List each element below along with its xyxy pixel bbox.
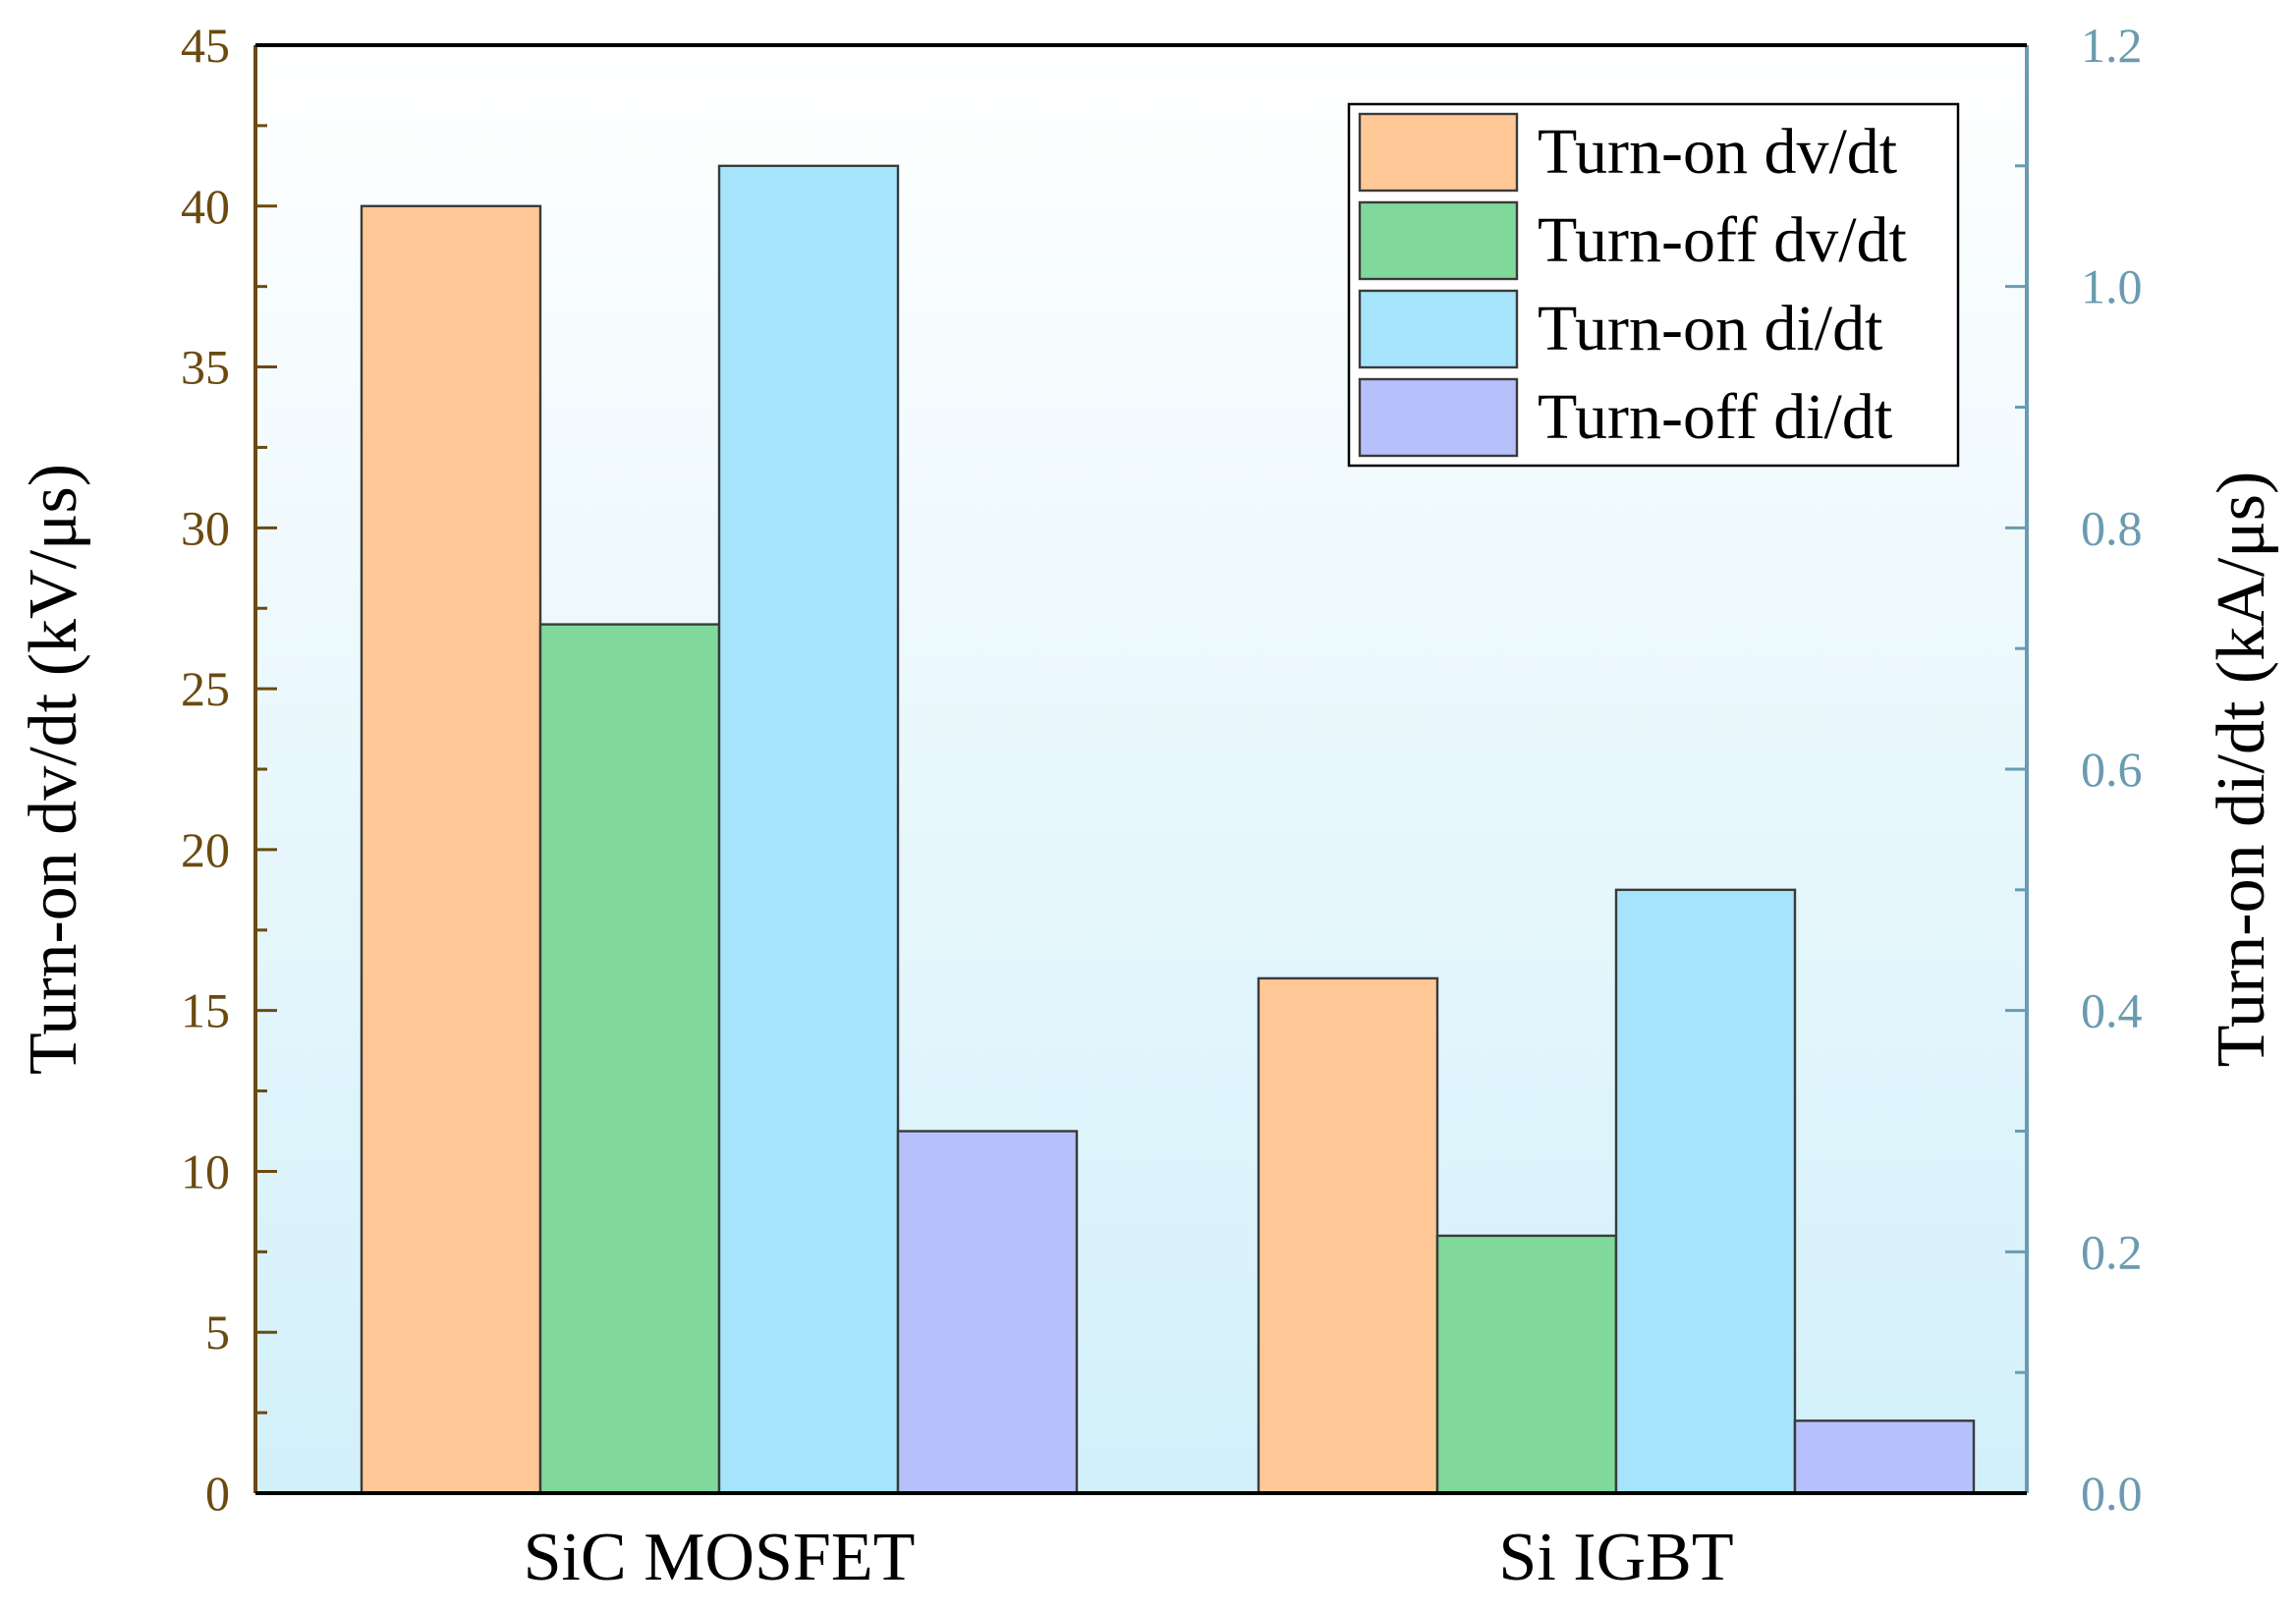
left-tick-label: 10	[181, 1143, 230, 1198]
left-tick-label: 15	[181, 983, 230, 1038]
bar-turn-off-dv-dt-sic-mosfet	[538, 623, 721, 1495]
legend-swatch	[1358, 377, 1519, 458]
left-tick-label: 40	[181, 179, 230, 234]
right-tick-label: 0.6	[2081, 742, 2143, 797]
legend-label: Turn-off dv/dt	[1538, 204, 1907, 276]
legend-swatch	[1358, 289, 1519, 369]
axes-group: 0 5 10 15 20 25 30 35 40 45 0.0 0.2 0.4 0.6 0.8 1.0 1.2 S…	[16, 18, 2279, 1595]
bar-rect	[896, 1130, 1079, 1495]
right-tick-label: 0.2	[2081, 1224, 2143, 1279]
bar-turn-on-di-dt-si-igbt	[1614, 888, 1797, 1495]
legend-label: Turn-on di/dt	[1538, 293, 1882, 364]
bar-rect	[1793, 1419, 1976, 1495]
bar-rect	[717, 164, 900, 1495]
left-tick-label: 35	[181, 340, 230, 395]
bar-turn-off-di-dt-sic-mosfet	[896, 1130, 1079, 1495]
left-tick-label: 0	[205, 1466, 230, 1521]
bar-rect	[1614, 888, 1797, 1495]
bar-rect	[1257, 976, 1439, 1495]
bars-group	[360, 164, 1976, 1495]
right-tick-label: 0.8	[2081, 500, 2143, 555]
right-tick-label: 1.0	[2081, 259, 2143, 314]
left-tick-label: 5	[205, 1305, 230, 1360]
y-axis-title-right: Turn-on di/dt (kA/μs)	[2204, 472, 2279, 1068]
legend-label: Turn-on dv/dt	[1538, 116, 1897, 188]
bar-rect	[360, 204, 542, 1495]
left-tick-label: 25	[181, 661, 230, 716]
y-axis-title-left: Turn-on dv/dt (kV/μs)	[16, 464, 91, 1075]
right-tick-label: 1.2	[2081, 18, 2143, 73]
left-tick-label: 45	[181, 18, 230, 73]
bar-turn-off-dv-dt-si-igbt	[1435, 1234, 1618, 1495]
legend-swatch	[1358, 200, 1519, 281]
bar-turn-on-dv-dt-sic-mosfet	[360, 204, 542, 1495]
right-tick-label: 0.0	[2081, 1466, 2143, 1521]
x-category-label: Si IGBT	[1498, 1520, 1733, 1595]
bar-turn-on-di-dt-sic-mosfet	[717, 164, 900, 1495]
legend-swatch	[1358, 112, 1519, 193]
left-tick-label: 30	[181, 500, 230, 555]
legend: Turn-on dv/dt Turn-off dv/dt Turn-on di/dt…	[1347, 102, 1960, 468]
left-tick-label: 20	[181, 822, 230, 877]
right-tick-label: 0.4	[2081, 983, 2143, 1038]
bar-rect	[1435, 1234, 1618, 1495]
bar-rect	[538, 623, 721, 1495]
bar-turn-on-dv-dt-si-igbt	[1257, 976, 1439, 1495]
x-category-label: SiC MOSFET	[524, 1520, 916, 1595]
legend-label: Turn-off di/dt	[1538, 381, 1892, 453]
bar-turn-off-di-dt-si-igbt	[1793, 1419, 1976, 1495]
